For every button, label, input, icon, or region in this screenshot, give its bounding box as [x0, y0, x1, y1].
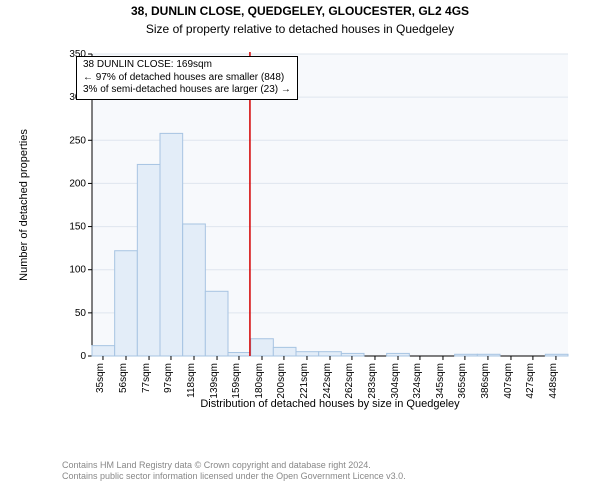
- footer-line1: Contains HM Land Registry data © Crown c…: [62, 460, 406, 471]
- svg-text:97sqm: 97sqm: [163, 363, 174, 393]
- svg-text:200: 200: [69, 178, 86, 189]
- svg-text:200sqm: 200sqm: [276, 363, 287, 399]
- svg-text:100: 100: [69, 265, 86, 276]
- marker-callout: 38 DUNLIN CLOSE: 169sqm ← 97% of detache…: [76, 56, 298, 100]
- svg-text:304sqm: 304sqm: [390, 363, 401, 399]
- svg-text:180sqm: 180sqm: [254, 363, 265, 399]
- svg-text:0: 0: [80, 351, 86, 362]
- svg-text:159sqm: 159sqm: [231, 363, 242, 399]
- svg-text:345sqm: 345sqm: [435, 363, 446, 399]
- svg-text:56sqm: 56sqm: [118, 363, 129, 393]
- svg-text:448sqm: 448sqm: [548, 363, 559, 399]
- svg-text:118sqm: 118sqm: [186, 363, 197, 398]
- chart-title-line2: Size of property relative to detached ho…: [0, 22, 600, 36]
- svg-text:324sqm: 324sqm: [412, 363, 423, 399]
- svg-text:50: 50: [75, 308, 87, 319]
- histogram-chart: 05010015020025030035035sqm56sqm77sqm97sq…: [62, 48, 574, 400]
- callout-line2: ← 97% of detached houses are smaller (84…: [83, 72, 291, 85]
- svg-text:386sqm: 386sqm: [480, 363, 491, 399]
- chart-container: 38, DUNLIN CLOSE, QUEDGELEY, GLOUCESTER,…: [0, 0, 600, 500]
- svg-text:139sqm: 139sqm: [209, 363, 220, 399]
- footer-line2: Contains public sector information licen…: [62, 471, 406, 482]
- x-axis-label: Distribution of detached houses by size …: [92, 398, 568, 410]
- footer-attribution: Contains HM Land Registry data © Crown c…: [62, 460, 406, 483]
- svg-text:427sqm: 427sqm: [525, 363, 536, 399]
- svg-text:365sqm: 365sqm: [457, 363, 468, 399]
- svg-text:35sqm: 35sqm: [95, 363, 106, 393]
- svg-text:77sqm: 77sqm: [141, 363, 152, 393]
- svg-text:407sqm: 407sqm: [503, 363, 514, 399]
- svg-text:242sqm: 242sqm: [322, 363, 333, 399]
- callout-line1: 38 DUNLIN CLOSE: 169sqm: [83, 59, 291, 72]
- callout-line3: 3% of semi-detached houses are larger (2…: [83, 84, 291, 97]
- svg-text:150: 150: [69, 222, 86, 233]
- chart-title-line1: 38, DUNLIN CLOSE, QUEDGELEY, GLOUCESTER,…: [0, 4, 600, 18]
- svg-text:221sqm: 221sqm: [299, 363, 310, 399]
- y-axis-label: Number of detached properties: [18, 54, 30, 356]
- svg-text:262sqm: 262sqm: [344, 363, 355, 399]
- svg-text:283sqm: 283sqm: [367, 363, 378, 399]
- svg-text:250: 250: [69, 135, 86, 146]
